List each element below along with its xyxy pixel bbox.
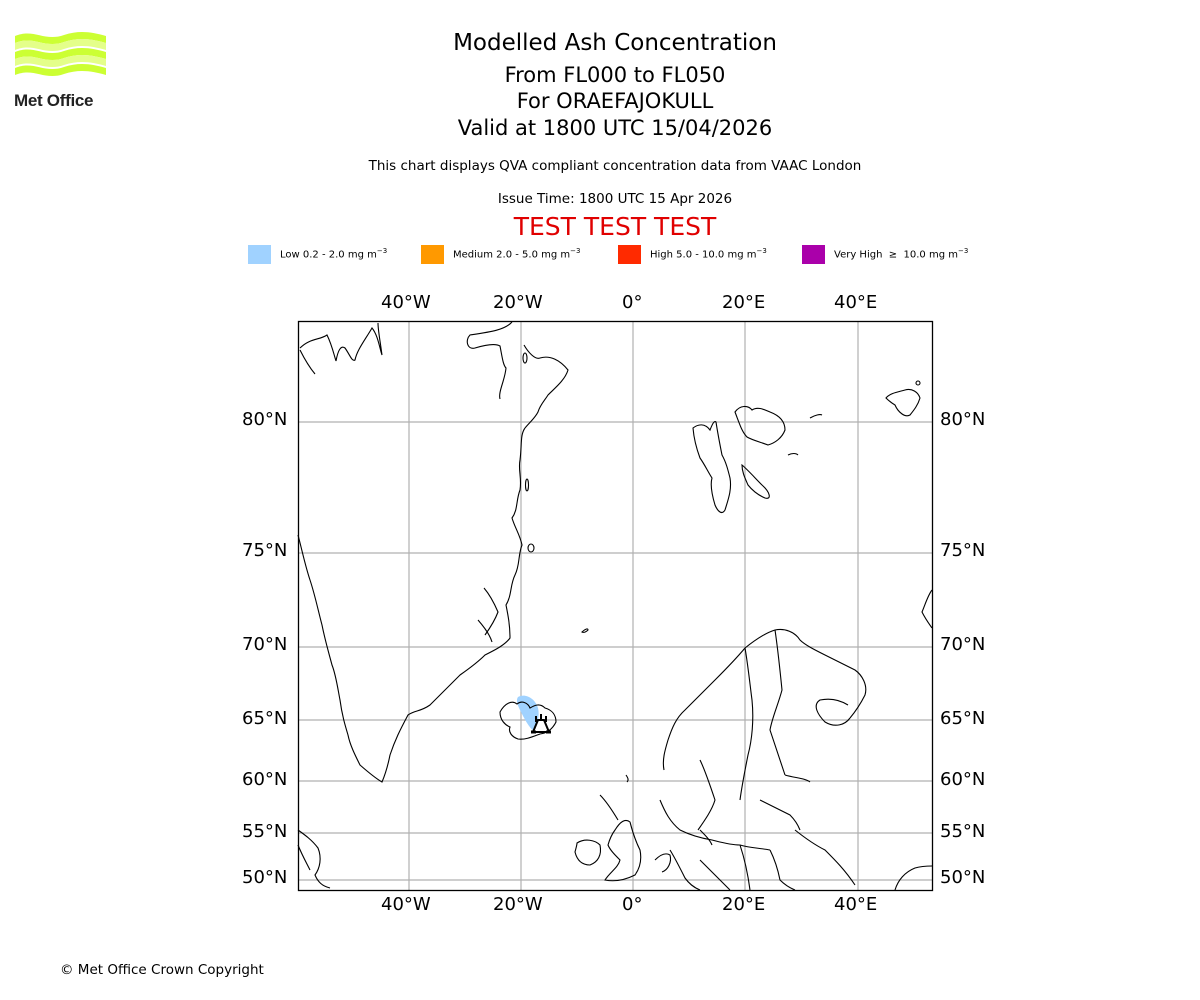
legend-high-label: High 5.0 - 10.0 mg m	[650, 249, 757, 261]
chart-subtitle: This chart displays QVA compliant concen…	[368, 158, 862, 174]
legend-item-very-high: Very High ≥ 10.0 mg m−3	[802, 243, 968, 265]
lon-label-top: 0°	[622, 292, 643, 313]
lat-label-right: 65°N	[940, 708, 986, 729]
lon-label-top: 40°E	[834, 292, 878, 313]
legend-item-medium: Medium 2.0 - 5.0 mg m−3	[421, 243, 580, 265]
lat-label-right: 75°N	[940, 540, 986, 561]
concentration-legend: Low 0.2 - 2.0 mg m−3 Medium 2.0 - 5.0 mg…	[0, 243, 1200, 265]
low-swatch	[248, 244, 271, 264]
lat-label-right: 60°N	[940, 769, 986, 790]
medium-swatch	[421, 244, 444, 264]
copyright-notice: © Met Office Crown Copyright	[60, 962, 264, 978]
met-office-logo: Met Office	[14, 30, 108, 112]
ash-region-low	[516, 695, 539, 731]
lat-label-right: 50°N	[940, 867, 986, 888]
legend-medium-label: Medium 2.0 - 5.0 mg m	[453, 249, 571, 261]
lat-label-left: 55°N	[242, 821, 288, 842]
lon-label-bottom: 0°	[622, 894, 643, 915]
met-office-waves-icon	[15, 32, 106, 77]
lon-label-bottom: 20°W	[493, 894, 543, 915]
lon-label-bottom: 40°W	[381, 894, 431, 915]
lat-label-left: 80°N	[242, 409, 288, 430]
lon-label-bottom: 40°E	[834, 894, 878, 915]
lon-label-top: 20°W	[493, 292, 543, 313]
legend-item-low: Low 0.2 - 2.0 mg m−3	[248, 243, 387, 265]
lat-label-right: 70°N	[940, 634, 986, 655]
test-banner: TEST TEST TEST	[513, 212, 717, 241]
logo-text: Met Office	[14, 91, 94, 110]
volcano-name: For ORAEFAJOKULL	[516, 89, 714, 113]
lon-label-bottom: 20°E	[722, 894, 766, 915]
lat-label-left: 70°N	[242, 634, 288, 655]
high-swatch	[618, 244, 641, 264]
chart-title: Modelled Ash Concentration	[453, 30, 777, 56]
very-high-swatch	[802, 244, 825, 264]
legend-item-high: High 5.0 - 10.0 mg m−3	[618, 243, 767, 265]
issue-time: Issue Time: 1800 UTC 15 Apr 2026	[497, 191, 733, 207]
lat-label-left: 75°N	[242, 540, 288, 561]
lon-label-top: 40°W	[381, 292, 431, 313]
volcano-marker-icon	[531, 714, 551, 734]
legend-very-high-label: Very High ≥ 10.0 mg m	[834, 249, 958, 261]
lat-label-right: 80°N	[940, 409, 986, 430]
lat-label-left: 65°N	[242, 708, 288, 729]
coastlines	[297, 321, 933, 891]
valid-time: Valid at 1800 UTC 15/04/2026	[457, 116, 773, 140]
lat-label-left: 60°N	[242, 769, 288, 790]
lat-label-right: 55°N	[940, 821, 986, 842]
flight-level-range: From FL000 to FL050	[504, 63, 726, 87]
map-frame	[297, 320, 934, 892]
lat-label-left: 50°N	[242, 867, 288, 888]
legend-low-label: Low 0.2 - 2.0 mg m	[280, 249, 377, 261]
graticule	[298, 322, 932, 890]
lon-label-top: 20°E	[722, 292, 766, 313]
